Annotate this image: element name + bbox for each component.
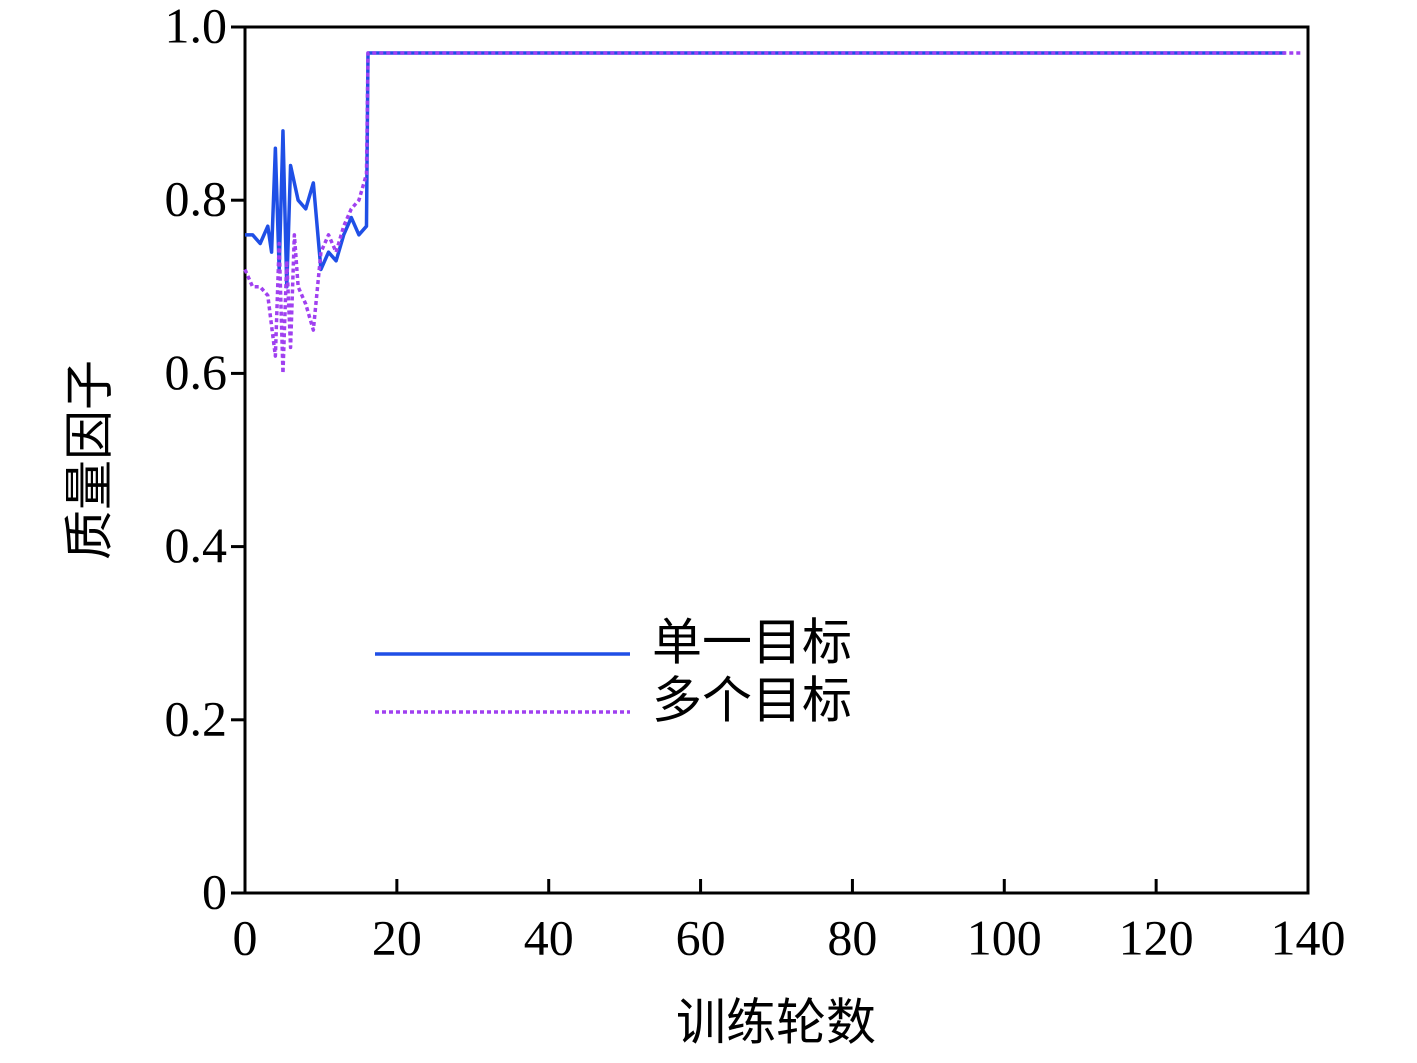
y-tick-label: 0 — [202, 863, 227, 919]
legend-label: 单一目标 — [652, 614, 852, 670]
y-axis-title: 质量因子 — [61, 360, 117, 560]
series-line — [243, 51, 1301, 376]
x-tick-label: 100 — [967, 909, 1042, 965]
x-tick-label: 20 — [372, 909, 422, 965]
y-tick-label: 0.4 — [165, 517, 228, 573]
x-tick-label: 140 — [1271, 909, 1346, 965]
y-tick-label: 0.2 — [165, 690, 228, 746]
x-tick-label: 80 — [827, 909, 877, 965]
x-tick-label: 40 — [524, 909, 574, 965]
y-tick-label: 0.8 — [165, 171, 228, 227]
plot-frame — [243, 25, 1310, 895]
x-axis-title: 训练轮数 — [676, 994, 876, 1050]
y-tick-label: 0.6 — [165, 344, 228, 400]
x-tick-label: 120 — [1119, 909, 1194, 965]
x-tick-label: 60 — [676, 909, 726, 965]
series-line — [245, 51, 1286, 289]
y-tick-label: 1.0 — [165, 0, 228, 53]
x-tick-label: 0 — [233, 909, 258, 965]
legend-label: 多个目标 — [652, 672, 852, 728]
